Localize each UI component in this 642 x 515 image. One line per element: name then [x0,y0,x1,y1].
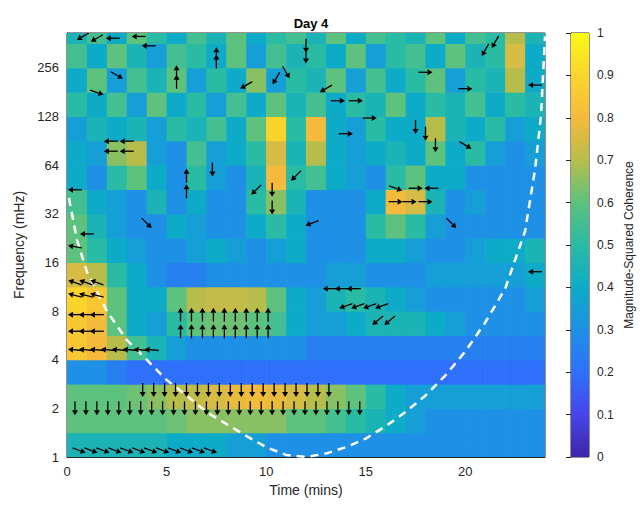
svg-text:0.8: 0.8 [597,111,614,125]
svg-text:Day 4: Day 4 [294,16,329,31]
svg-text:0.2: 0.2 [597,365,614,379]
svg-text:32: 32 [45,206,59,221]
svg-text:0: 0 [63,464,70,479]
svg-text:0.6: 0.6 [597,196,614,210]
svg-text:8: 8 [52,304,59,319]
svg-text:128: 128 [37,109,59,124]
svg-text:1: 1 [597,26,604,40]
svg-text:15: 15 [359,464,373,479]
svg-text:2: 2 [52,401,59,416]
svg-text:4: 4 [52,352,59,367]
svg-text:0.3: 0.3 [597,323,614,337]
svg-text:20: 20 [458,464,472,479]
svg-text:256: 256 [37,60,59,75]
svg-text:10: 10 [259,464,273,479]
svg-text:Time (mins): Time (mins) [269,482,342,498]
svg-text:0.7: 0.7 [597,153,614,167]
svg-text:0.1: 0.1 [597,408,614,422]
svg-text:0: 0 [597,450,604,464]
svg-text:1: 1 [52,450,59,465]
svg-text:64: 64 [45,158,59,173]
svg-text:Frequency (mHz): Frequency (mHz) [11,191,27,299]
svg-text:16: 16 [45,255,59,270]
svg-text:0.5: 0.5 [597,238,614,252]
svg-text:Magnitude-Squared Coherence: Magnitude-Squared Coherence [622,161,636,329]
svg-text:0.9: 0.9 [597,68,614,82]
svg-text:0.4: 0.4 [597,280,614,294]
svg-text:5: 5 [163,464,170,479]
